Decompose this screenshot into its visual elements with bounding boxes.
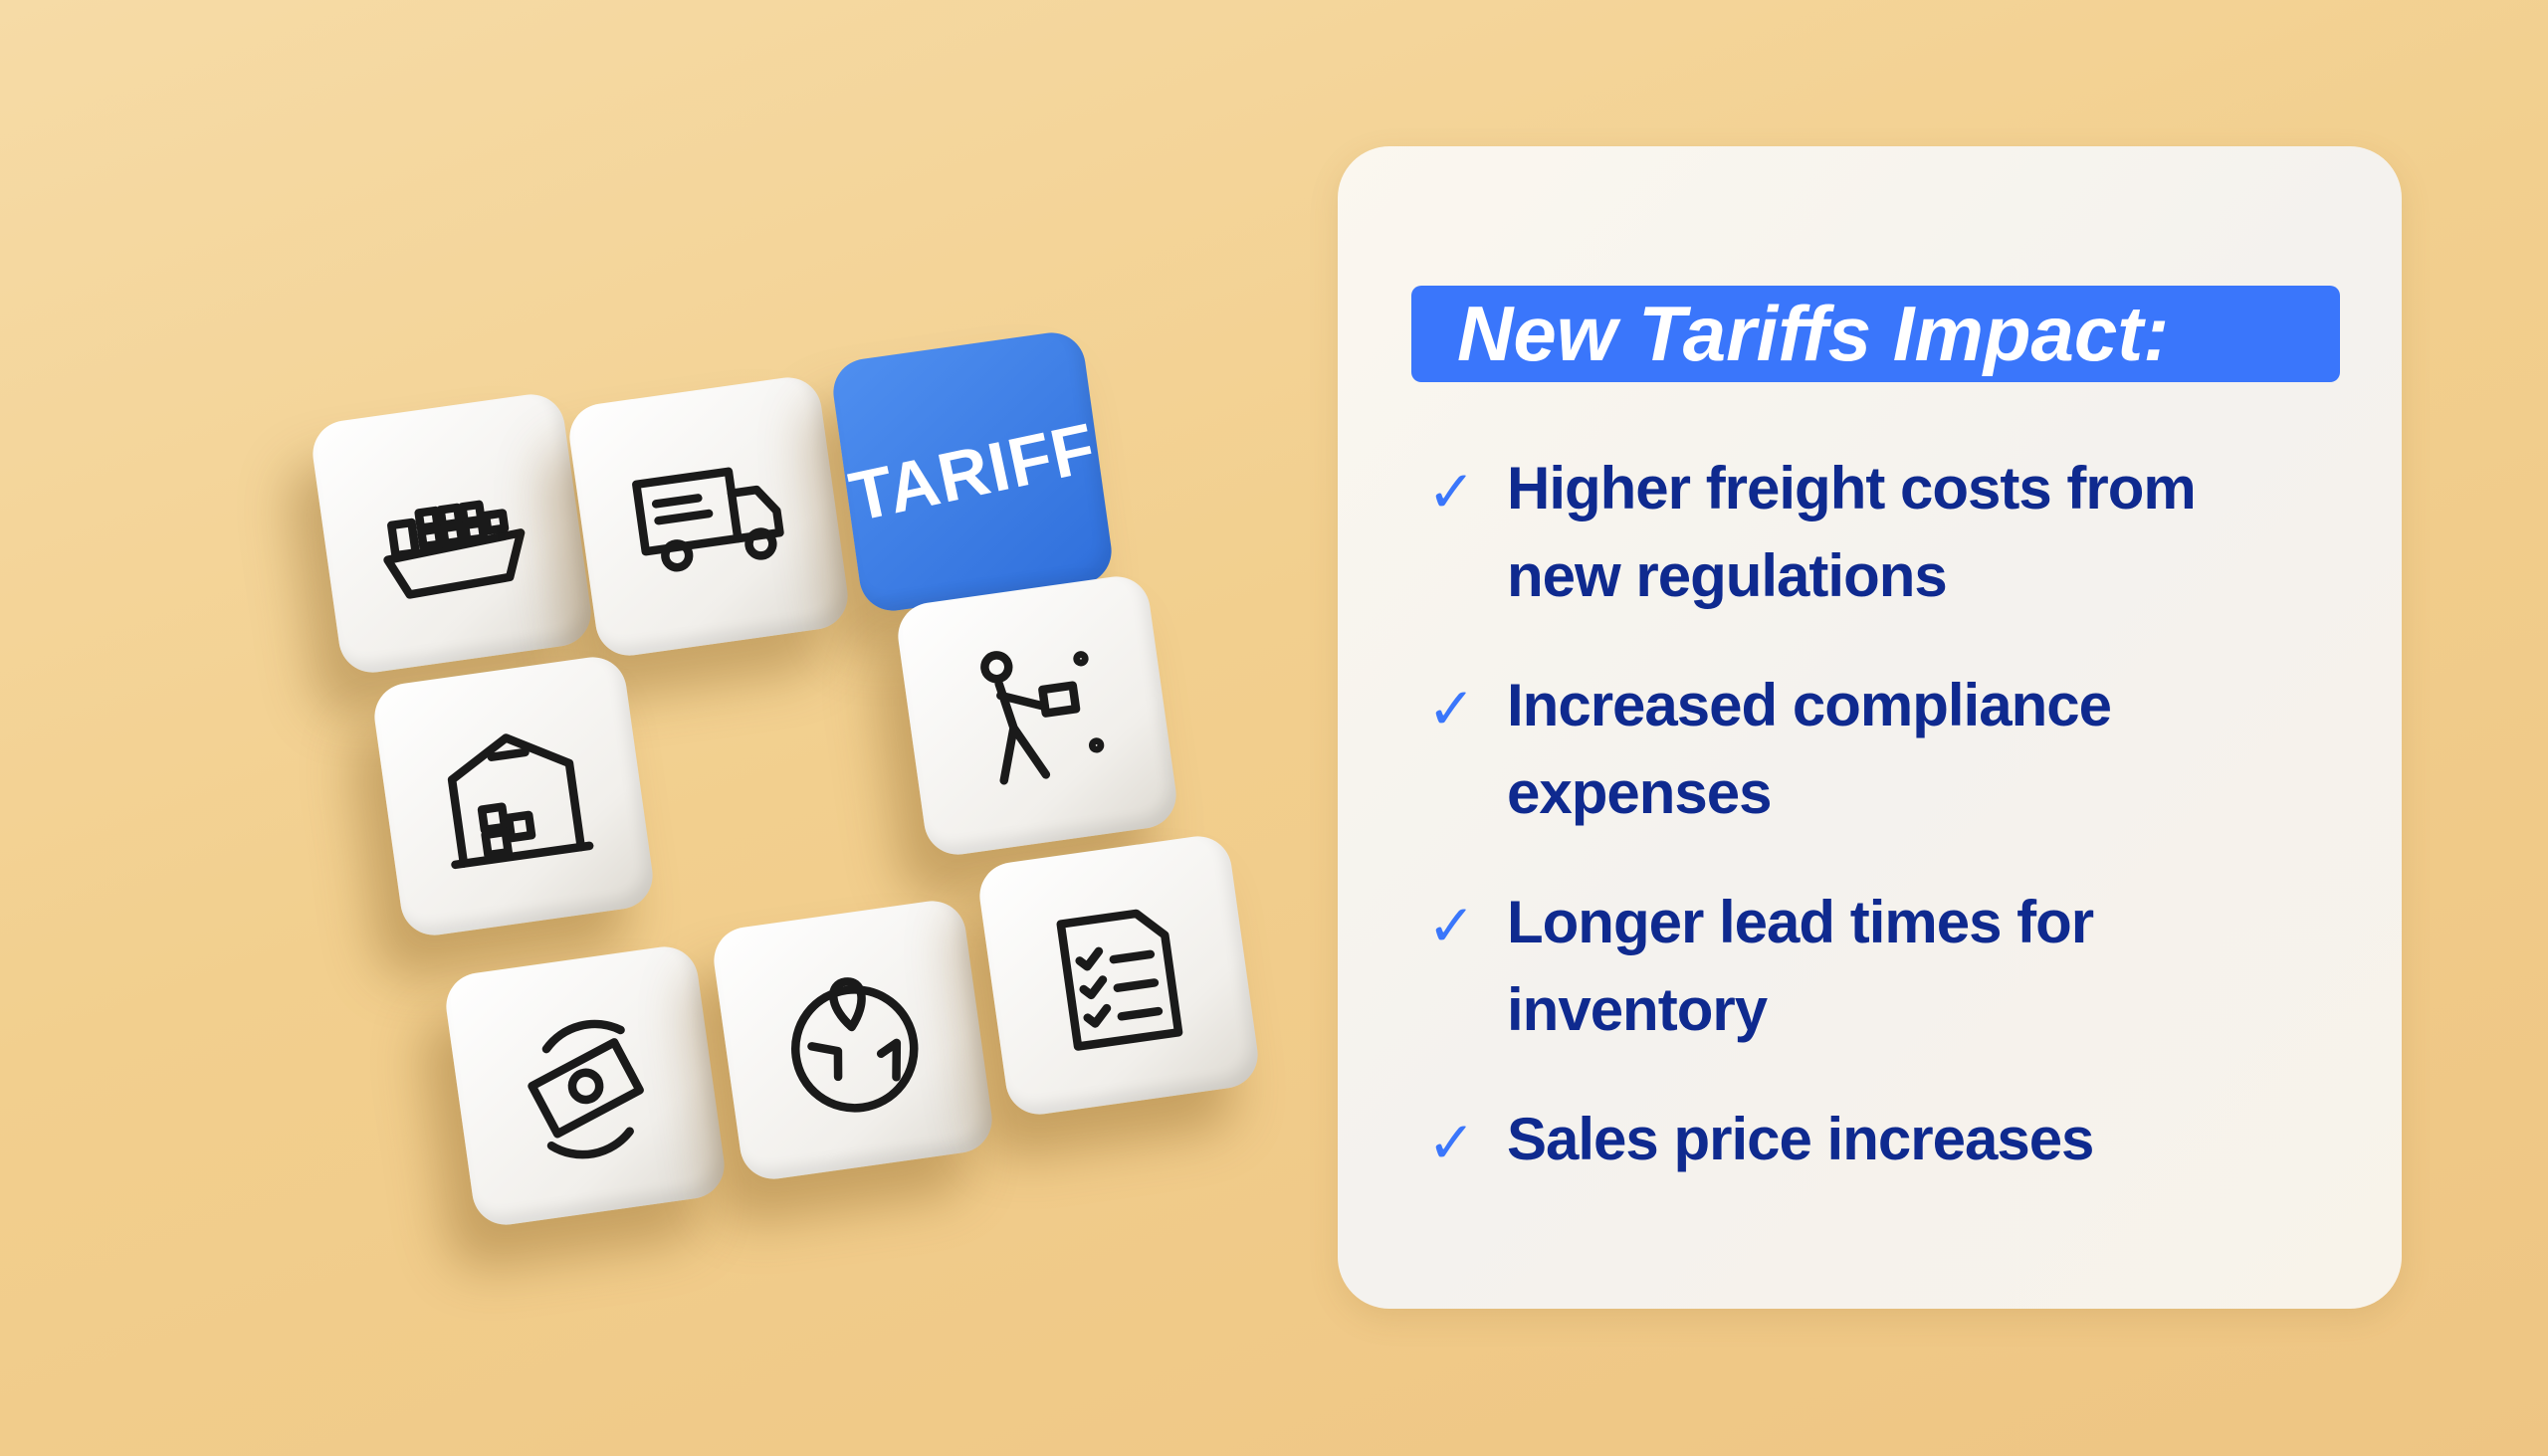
heading-text: New Tariffs Impact:: [1457, 290, 2170, 377]
tile-cargo-ship: [308, 389, 596, 678]
tile-globe-location: [709, 896, 997, 1184]
check-icon: ✓: [1427, 677, 1476, 741]
tile-delivery-person: [893, 571, 1181, 860]
check-icon: ✓: [1427, 1111, 1476, 1175]
delivery-person-icon: [979, 650, 1104, 785]
list-item: ✓ Higher freight costs from new regulatio…: [1427, 445, 2323, 620]
tile-delivery-truck: [564, 372, 853, 661]
list-item: ✓ Sales price increases: [1427, 1096, 2323, 1183]
info-card: New Tariffs Impact: ✓ Higher freight cost…: [1338, 146, 2402, 1309]
delivery-truck-icon: [631, 467, 784, 572]
warehouse-icon: [447, 732, 593, 869]
money-exchange-icon: [527, 1019, 644, 1158]
tile-tariff: TARIFF: [828, 327, 1117, 616]
cargo-ship-icon: [382, 500, 525, 599]
tile-money-exchange: [441, 941, 730, 1230]
list-item-text: Sales price increases: [1507, 1106, 2094, 1172]
tariff-label: TARIFF: [842, 407, 1103, 536]
check-icon: ✓: [1427, 460, 1476, 524]
bullet-list: ✓ Higher freight costs from new regulatio…: [1427, 445, 2323, 1225]
list-item: ✓ Longer lead times for inventory: [1427, 879, 2323, 1054]
list-item-text: Higher freight costs from new regulation…: [1507, 455, 2197, 609]
list-item-text: Increased compliance expenses: [1507, 672, 2112, 826]
tile-warehouse: [369, 652, 658, 940]
list-item: ✓ Increased compliance expenses: [1427, 662, 2323, 837]
list-item-text: Longer lead times for inventory: [1507, 889, 2094, 1043]
checklist-document-icon: [1055, 909, 1182, 1051]
heading-banner: New Tariffs Impact:: [1411, 286, 2340, 382]
tile-checklist-document: [974, 831, 1263, 1120]
check-icon: ✓: [1427, 894, 1476, 958]
globe-location-icon: [790, 976, 918, 1113]
